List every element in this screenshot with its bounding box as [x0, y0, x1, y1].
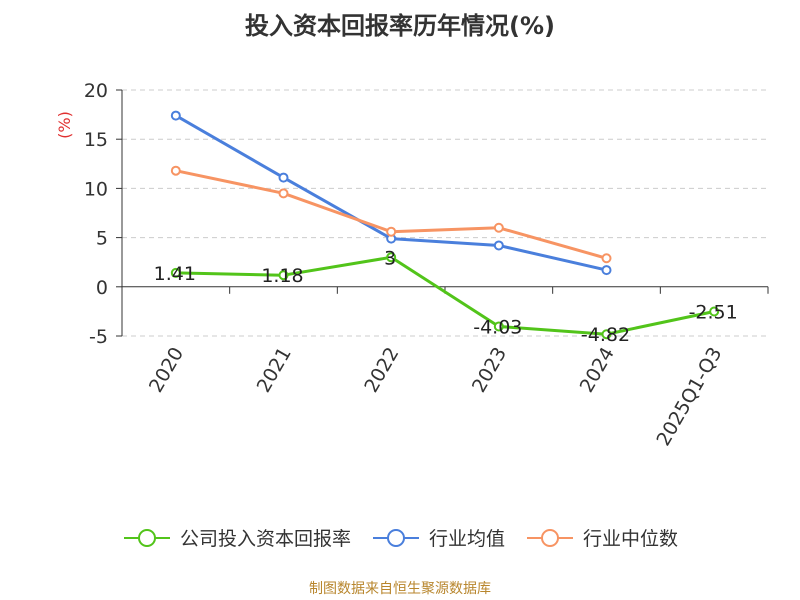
- data-point: [386, 252, 397, 263]
- legend-marker: [527, 528, 573, 547]
- x-tick-label: 2025Q1-Q3: [652, 344, 726, 450]
- data-label: -4.03: [473, 316, 522, 338]
- data-point: [278, 188, 289, 199]
- data-point: [709, 306, 720, 317]
- x-tick-label: 2023: [468, 344, 511, 397]
- data-label: -2.51: [689, 301, 738, 323]
- series-line-0: [175, 255, 715, 336]
- x-tick-label: 2021: [253, 344, 296, 397]
- data-label: -4.82: [581, 324, 630, 346]
- legend-circle: [137, 528, 156, 547]
- legend-label: 公司投入资本回报率: [179, 528, 351, 550]
- legend-label: 行业中位数: [583, 528, 679, 550]
- chart-title: 投入资本回报率历年情况(%): [245, 12, 555, 40]
- data-label: 1.18: [261, 265, 303, 287]
- y-tick-label: 5: [96, 228, 108, 250]
- legend-marker: [372, 528, 419, 547]
- grid-lines: [122, 89, 768, 337]
- data-point: [493, 222, 504, 233]
- data-point: [601, 253, 612, 264]
- y-tick-label: 15: [84, 129, 108, 151]
- data-point: [170, 165, 181, 176]
- data-point: [601, 329, 612, 340]
- data-labels: 1.41 1.18 3 -4.03 -4.82 -2.51: [154, 247, 738, 346]
- x-tick-label: 2024: [576, 344, 619, 397]
- x-tick-label: 2020: [145, 344, 188, 397]
- source-note: 制图数据来自恒生聚源数据库: [309, 581, 491, 597]
- data-point: [493, 321, 504, 332]
- y-tick-label: -5: [89, 326, 108, 348]
- y-axis-label: (%): [55, 111, 74, 139]
- legend-circle: [386, 528, 405, 547]
- legend-circle: [541, 528, 559, 547]
- legend-label: 行业均值: [428, 528, 505, 550]
- series-line-2: [175, 169, 607, 260]
- legend-item-1: 行业均值: [371, 524, 505, 551]
- y-tick-label: 0: [96, 277, 108, 299]
- y-tick-label: 20: [84, 80, 108, 102]
- legend-item-0: 公司投入资本回报率: [122, 524, 351, 551]
- data-point: [493, 240, 504, 251]
- legend-item-2: 行业中位数: [525, 524, 678, 551]
- legend: 公司投入资本回报率 行业均值 行业中位数: [0, 524, 800, 551]
- data-point: [170, 267, 181, 278]
- data-point: [386, 226, 397, 237]
- data-point: [170, 110, 181, 121]
- data-label: 3: [384, 247, 396, 269]
- x-tick-label: 2022: [360, 344, 403, 397]
- y-tick-label: 10: [84, 178, 108, 200]
- legend-marker: [123, 528, 170, 547]
- data-point: [278, 270, 289, 281]
- series-lines: [170, 110, 720, 340]
- data-point: [278, 172, 289, 183]
- data-label: 1.41: [154, 263, 196, 285]
- data-point: [601, 265, 612, 276]
